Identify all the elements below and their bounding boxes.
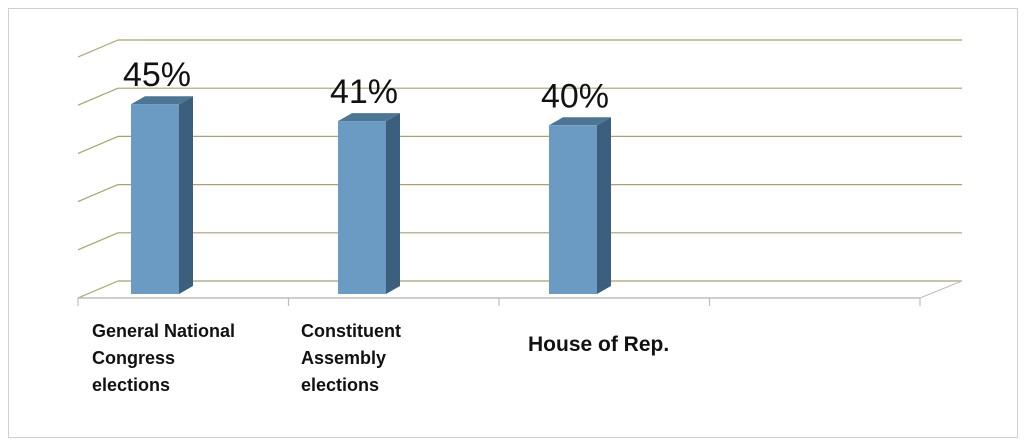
- bar-side: [386, 113, 400, 295]
- bar-side: [179, 96, 193, 295]
- data-label: 45%: [123, 56, 191, 94]
- bar-side: [597, 117, 611, 294]
- floor-edge: [919, 280, 963, 299]
- bar-top: [338, 113, 400, 122]
- gridline-side: [77, 87, 119, 106]
- bar: [549, 125, 597, 294]
- data-label: 40%: [541, 77, 609, 115]
- data-label: 41%: [330, 73, 398, 111]
- bar-top: [549, 117, 611, 126]
- gridline-side: [77, 280, 119, 299]
- category-label: House of Rep.: [528, 333, 669, 356]
- gridline-side: [77, 39, 119, 58]
- bar: [338, 121, 386, 295]
- category-label: Constituent Assembly elections: [301, 321, 401, 395]
- category-label: General National Congress elections: [92, 321, 235, 395]
- gridline-side: [77, 135, 119, 154]
- bar: [131, 104, 179, 295]
- gridline-side: [77, 232, 119, 251]
- gridline-side: [77, 184, 119, 203]
- bar-top: [131, 96, 193, 105]
